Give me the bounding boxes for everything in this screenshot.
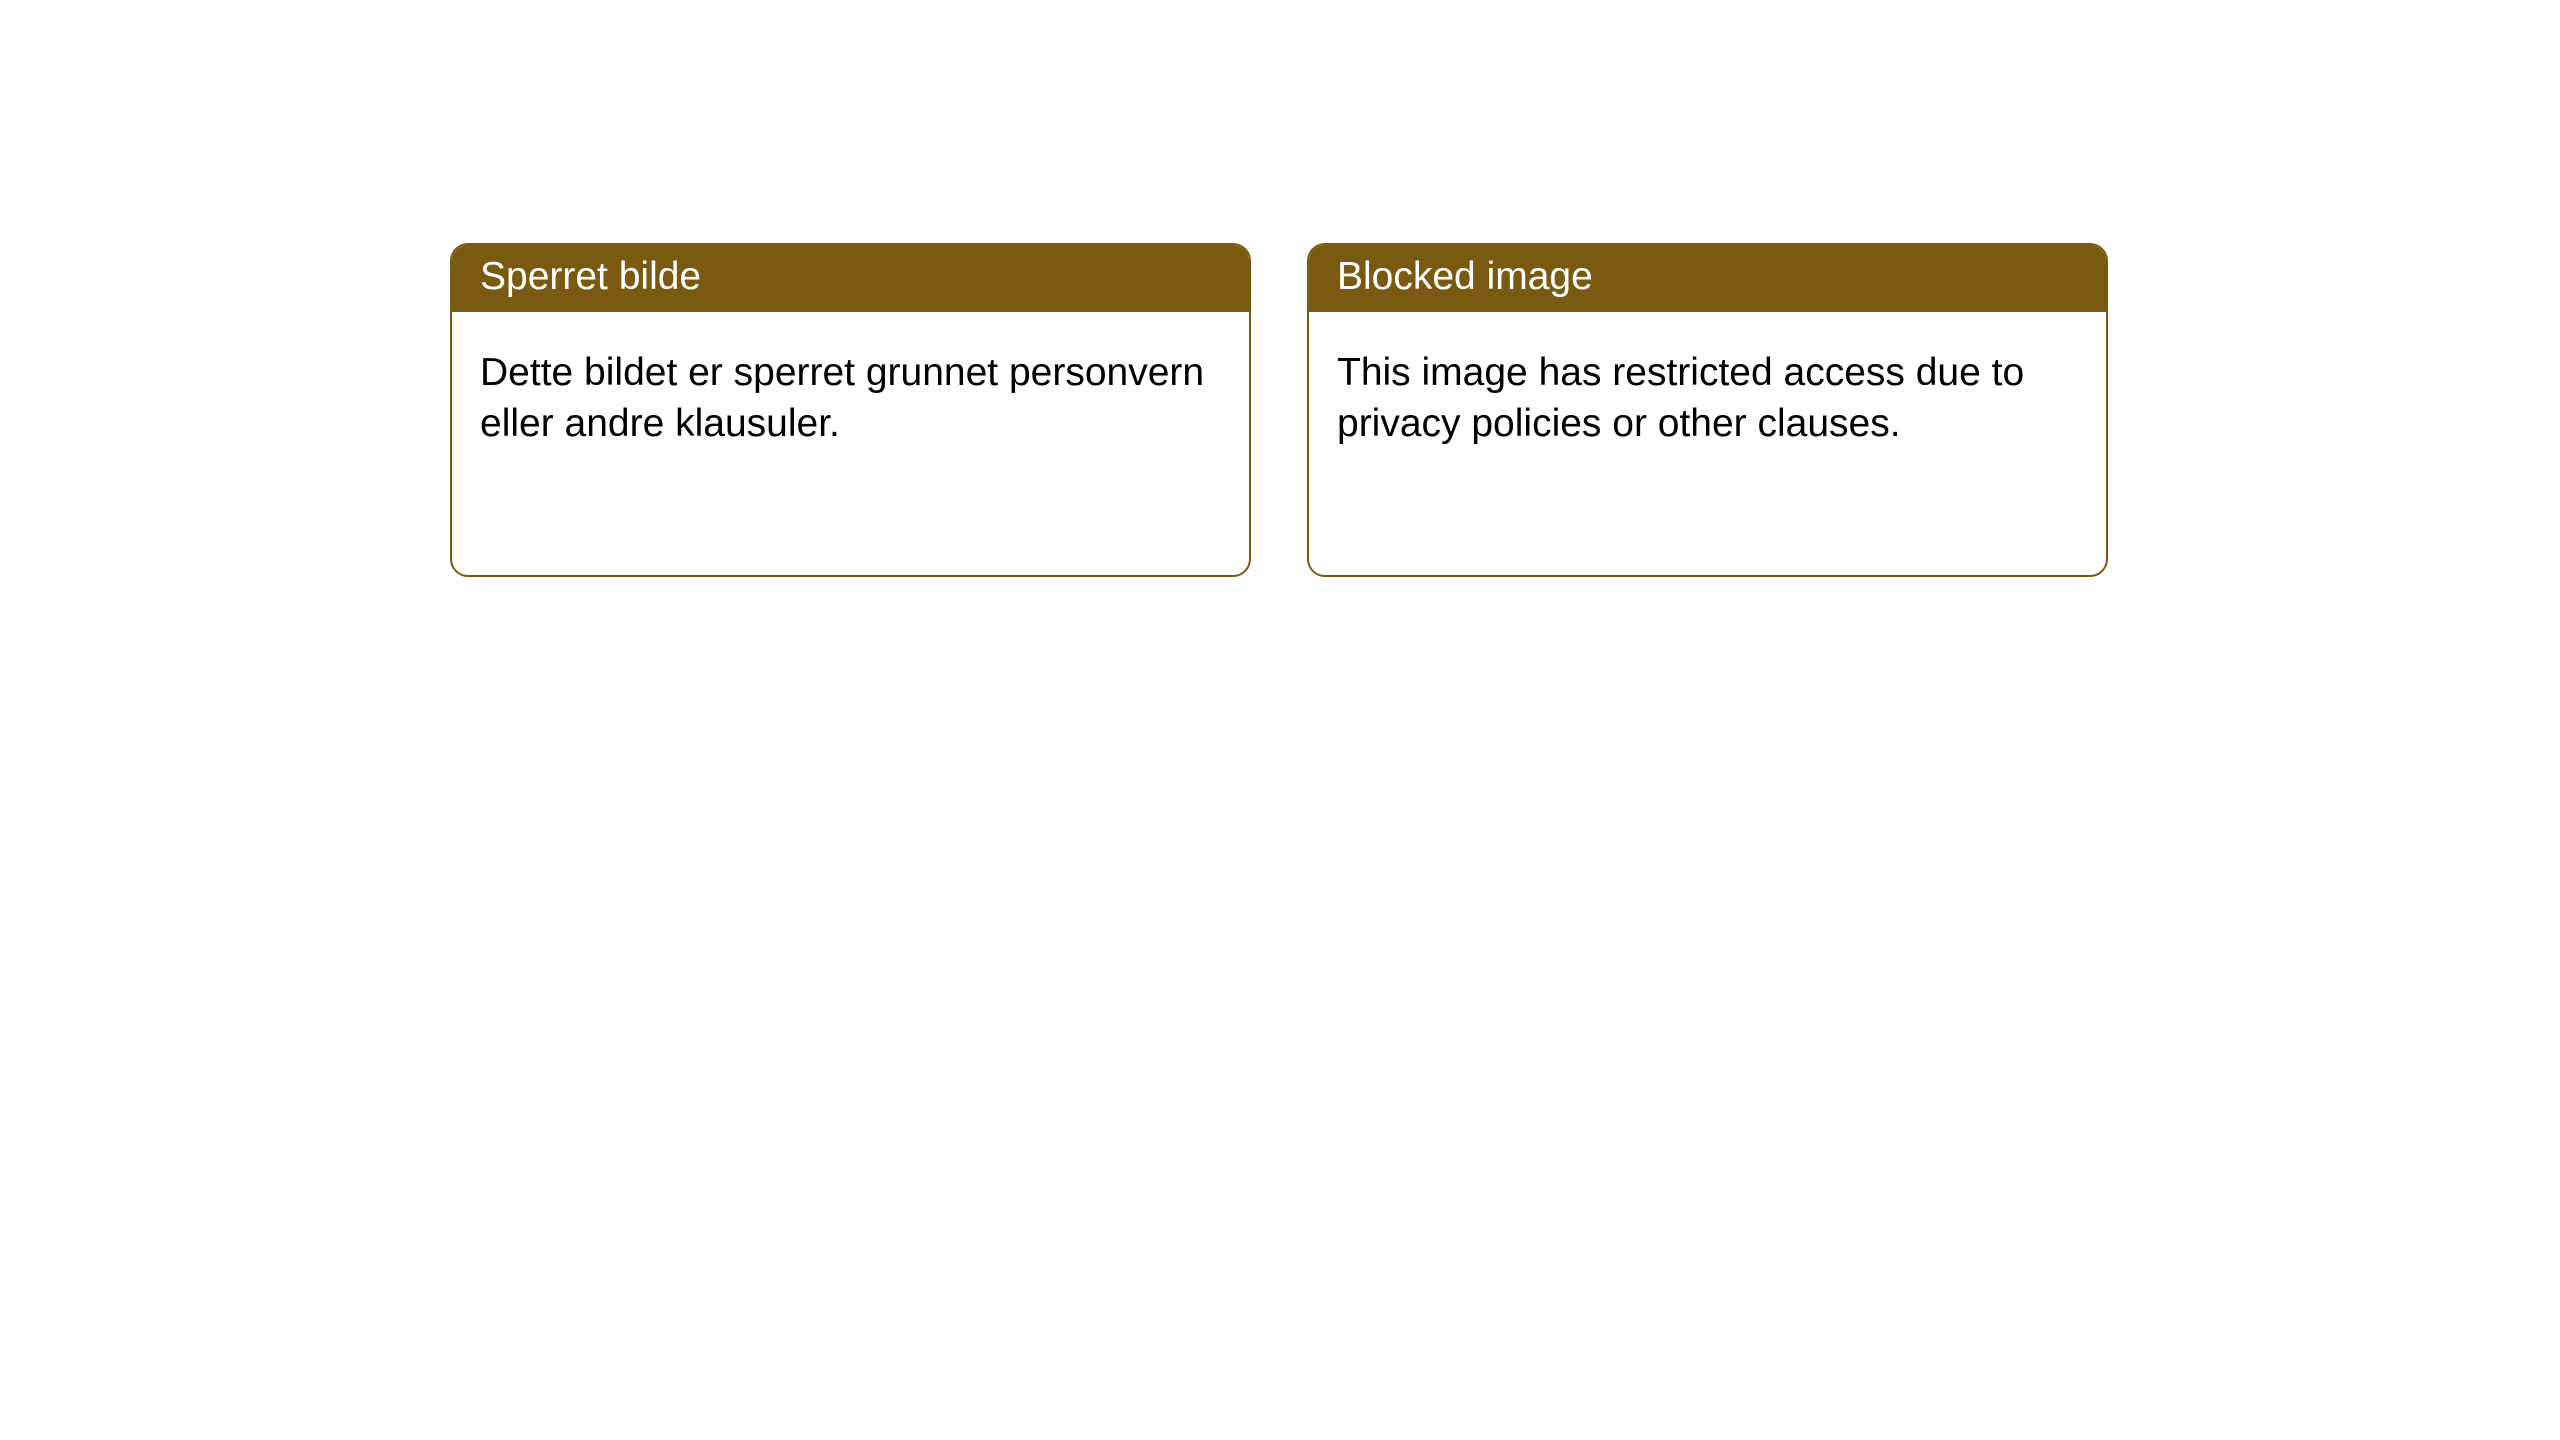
- notice-card-english: Blocked image This image has restricted …: [1307, 243, 2108, 577]
- card-body-text: Dette bildet er sperret grunnet personve…: [480, 351, 1204, 445]
- card-header: Sperret bilde: [452, 245, 1249, 312]
- notice-container: Sperret bilde Dette bildet er sperret gr…: [0, 0, 2560, 577]
- card-body-text: This image has restricted access due to …: [1337, 351, 2024, 445]
- card-title: Sperret bilde: [480, 255, 701, 298]
- notice-card-norwegian: Sperret bilde Dette bildet er sperret gr…: [450, 243, 1251, 577]
- card-title: Blocked image: [1337, 255, 1593, 298]
- card-body: This image has restricted access due to …: [1309, 312, 2106, 478]
- card-body: Dette bildet er sperret grunnet personve…: [452, 312, 1249, 478]
- card-header: Blocked image: [1309, 245, 2106, 312]
